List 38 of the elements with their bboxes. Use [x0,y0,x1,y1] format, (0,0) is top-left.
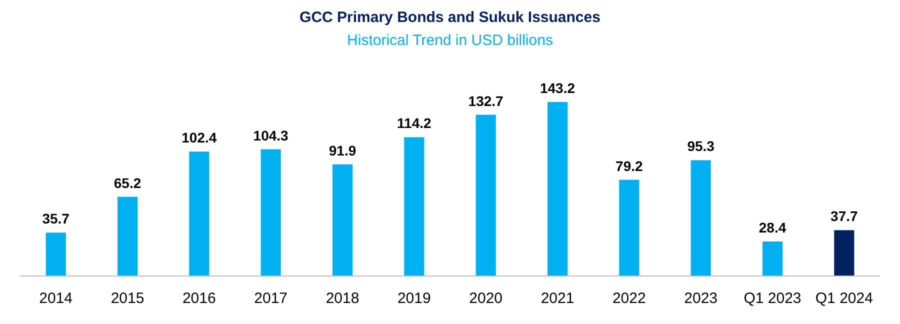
bar [189,152,210,276]
x-tick-label: 2018 [326,290,360,307]
x-tick-label: Q1 2023 [744,290,802,307]
data-label: 37.7 [830,208,858,224]
data-label: 114.2 [397,115,432,132]
chart-title: GCC Primary Bonds and Sukuk Issuances [300,9,600,26]
x-tick-label: 2022 [612,290,646,307]
x-tick-label: 2016 [182,290,216,307]
bar [260,149,281,276]
bar [476,114,496,276]
bar [762,241,783,276]
data-label: 102.4 [182,130,217,146]
data-label: 132.7 [468,92,504,109]
x-tick-label: 2021 [540,290,574,307]
x-tick-label: 2014 [39,290,73,307]
x-tick-label: 2020 [469,290,503,307]
data-label: 79.2 [616,158,644,174]
bar [117,196,138,276]
data-label: 28.4 [758,219,786,236]
data-label: 95.3 [687,138,715,154]
data-label: 91.9 [328,142,356,158]
data-label: 143.2 [540,80,576,96]
x-tick-label: 2019 [397,290,431,307]
data-label: 35.7 [42,210,70,227]
bar [404,137,424,276]
x-tick-label: 2015 [110,290,144,307]
bar [547,102,568,276]
bar [332,164,353,276]
x-tick-label: Q1 2024 [815,290,873,307]
x-tick-label: 2017 [254,290,288,307]
data-label: 104.3 [253,127,289,144]
chart-subtitle: Historical Trend in USD billions [347,32,553,49]
bar [46,232,66,276]
bar [690,160,711,276]
data-label: 65.2 [114,174,142,191]
x-tick-label: 2023 [684,290,718,307]
bar [619,180,640,276]
bar [834,230,854,276]
